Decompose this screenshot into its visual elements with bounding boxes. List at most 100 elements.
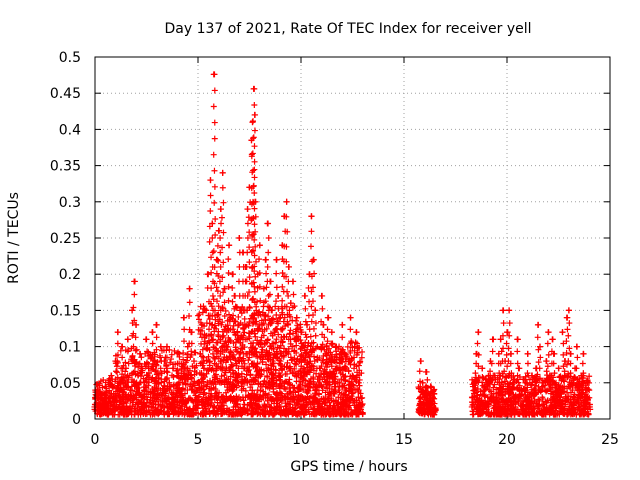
data-point [537, 388, 544, 395]
data-point [257, 297, 264, 304]
data-point [285, 263, 292, 270]
data-point [133, 359, 140, 366]
data-point [219, 244, 226, 251]
x-tick-label: 0 [91, 432, 100, 448]
data-point [124, 372, 131, 379]
data-point [229, 284, 236, 291]
data-point [244, 292, 251, 299]
data-point [567, 370, 574, 377]
data-point [508, 350, 515, 357]
data-point [346, 385, 353, 392]
data-point [345, 388, 352, 395]
x-tick-label: 25 [601, 432, 619, 448]
data-point [253, 363, 260, 370]
data-point [337, 350, 344, 357]
data-point [207, 331, 214, 338]
data-point [275, 305, 282, 312]
data-point [155, 401, 162, 408]
data-point [124, 348, 131, 355]
data-point [197, 360, 204, 367]
data-point [275, 331, 282, 338]
data-point [217, 235, 224, 241]
data-point [273, 390, 280, 397]
data-point [523, 411, 530, 418]
data-point [475, 351, 482, 358]
data-point [223, 397, 230, 404]
data-point [506, 307, 513, 314]
data-point [496, 379, 503, 386]
grid-lines [95, 57, 610, 419]
data-point [421, 396, 428, 403]
data-point [145, 382, 152, 389]
data-point [475, 329, 482, 336]
data-point [285, 292, 292, 299]
data-point [141, 379, 148, 386]
data-point [219, 184, 226, 191]
data-point [217, 358, 224, 365]
data-point [234, 372, 241, 379]
data-point [220, 199, 227, 206]
data-point [251, 236, 258, 243]
data-point [424, 384, 431, 391]
data-point [546, 381, 553, 388]
data-point [274, 318, 281, 325]
data-point [553, 403, 560, 410]
data-point [211, 135, 218, 142]
data-point [249, 150, 256, 157]
data-point [304, 321, 311, 328]
data-point [308, 303, 315, 310]
data-point [576, 387, 583, 394]
data-point [285, 321, 292, 328]
data-point [208, 269, 215, 276]
data-point [225, 297, 232, 304]
data-point [526, 394, 533, 401]
data-point [325, 406, 332, 413]
data-point [583, 394, 590, 401]
data-point [291, 365, 298, 372]
data-point [157, 354, 164, 361]
data-point [246, 289, 253, 296]
data-point [295, 333, 302, 340]
data-point [93, 401, 100, 408]
data-point [158, 407, 165, 414]
data-point [423, 392, 430, 399]
data-point [279, 311, 286, 318]
data-point [210, 248, 217, 255]
data-point [205, 353, 212, 360]
data-point [207, 207, 214, 214]
data-point [250, 118, 257, 125]
data-point [148, 363, 155, 370]
data-point [307, 243, 314, 250]
data-point [298, 329, 304, 336]
data-point [251, 102, 258, 109]
data-point [177, 406, 184, 413]
data-point [241, 401, 248, 408]
data-point [219, 169, 226, 176]
data-point [524, 350, 531, 357]
data-point [155, 394, 162, 401]
data-point [576, 403, 583, 410]
data-point [203, 345, 210, 352]
data-point [297, 374, 304, 381]
data-point [130, 304, 137, 311]
data-point [135, 399, 142, 406]
data-point [303, 409, 310, 416]
data-point [174, 367, 181, 374]
data-point [179, 403, 186, 410]
data-point [245, 368, 252, 375]
data-point [552, 410, 559, 417]
y-tick-label: 0.1 [59, 340, 81, 356]
data-point [321, 334, 328, 341]
data-point [303, 396, 310, 403]
data-point [250, 135, 257, 142]
data-point [241, 315, 248, 322]
data-point [347, 349, 354, 356]
data-point [159, 403, 166, 410]
data-point [264, 336, 271, 343]
data-point [307, 378, 314, 385]
data-point [238, 383, 245, 390]
data-point [118, 343, 125, 350]
data-point [559, 329, 566, 336]
data-point [208, 321, 215, 328]
data-point [206, 316, 213, 323]
